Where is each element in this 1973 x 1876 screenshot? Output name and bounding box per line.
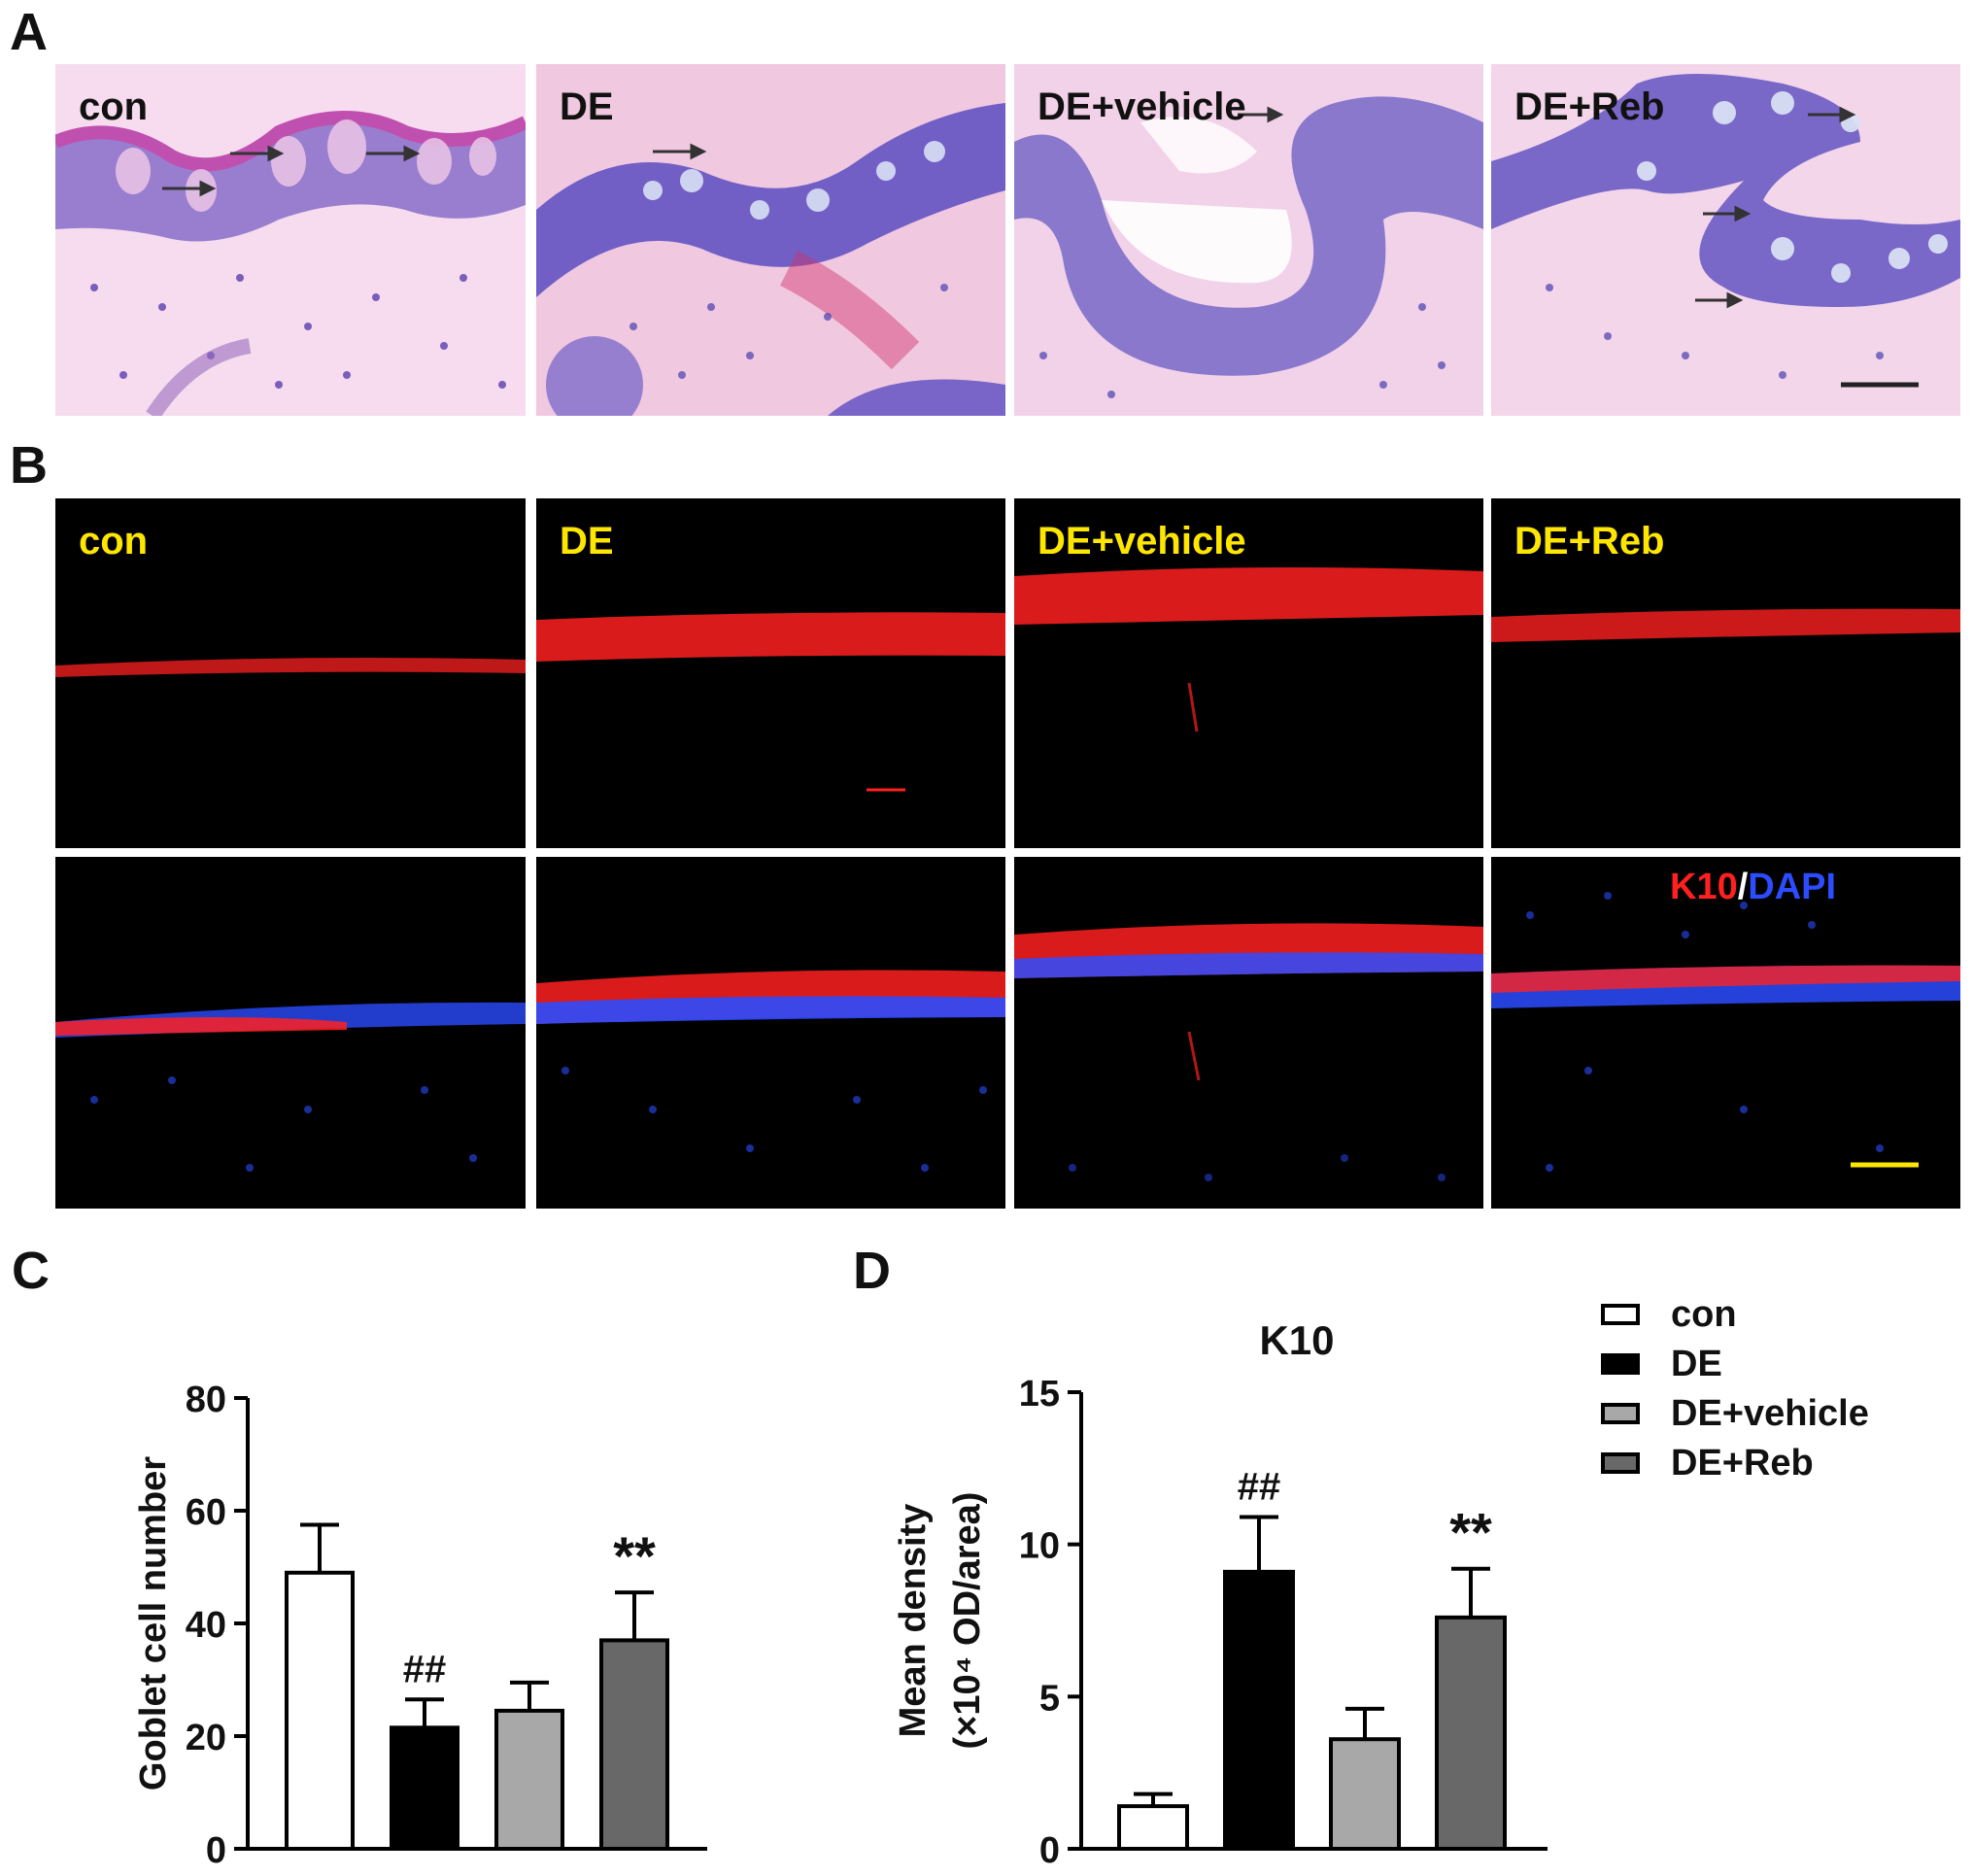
legend-swatch — [1601, 1353, 1640, 1375]
he-tissue-con — [55, 64, 526, 416]
bar-con — [1117, 1804, 1189, 1852]
legend-label: DE+Reb — [1671, 1443, 1814, 1484]
he-image-de: DE — [536, 64, 1005, 416]
he-tissue-de-reb — [1491, 64, 1960, 416]
arrow-markers — [162, 145, 421, 197]
fl-merge-de-vehicle — [1014, 857, 1483, 1209]
bar-de — [390, 1725, 459, 1851]
he-image-de-vehicle: DE+vehicle — [1014, 64, 1483, 416]
legend-swatch — [1601, 1304, 1640, 1325]
significance-mark: ** — [613, 1525, 656, 1586]
stain-dapi: DAPI — [1748, 867, 1837, 907]
fl-label-con: con — [79, 520, 149, 563]
he-tissue-de — [536, 64, 1005, 416]
bar-de-vehicle — [1329, 1737, 1401, 1852]
fl-label-de: DE — [560, 520, 614, 563]
significance-mark: ## — [1238, 1465, 1281, 1508]
y-axis-label: Mean density — [893, 1504, 934, 1738]
y-axis-label: Goblet cell number — [133, 1456, 174, 1791]
fl-k10-de-reb: DE+Reb — [1491, 498, 1960, 848]
chart-title: K10 — [1259, 1317, 1334, 1363]
panel-letter-d: D — [853, 1242, 891, 1300]
he-label-de-reb: DE+Reb — [1514, 85, 1665, 128]
stain-k10: K10 — [1670, 867, 1738, 907]
bar-de-vehicle — [494, 1708, 564, 1851]
fl-k10-de: DE — [536, 498, 1005, 848]
he-label-de-vehicle: DE+vehicle — [1038, 85, 1246, 128]
y-tick-label: 80 — [186, 1380, 226, 1420]
y-tick-label: 20 — [186, 1718, 226, 1758]
stain-legend: K10/DAPI — [1670, 867, 1836, 908]
legend-swatch — [1601, 1403, 1640, 1424]
bar-de-reb — [599, 1638, 669, 1851]
bar-de-reb — [1435, 1615, 1507, 1851]
stain-sep: / — [1737, 867, 1749, 907]
y-tick-label: 40 — [186, 1605, 226, 1646]
y-tick-label: 15 — [1019, 1374, 1060, 1415]
y-tick-label: 60 — [186, 1492, 226, 1533]
panel-letter-c: C — [12, 1242, 50, 1300]
significance-mark: ** — [1449, 1502, 1492, 1563]
y-tick-label: 0 — [206, 1830, 226, 1871]
fl-k10-de-vehicle: DE+vehicle — [1014, 498, 1483, 848]
he-image-con: con — [55, 64, 526, 416]
legend-label: DE+vehicle — [1671, 1393, 1869, 1434]
legend-label: DE — [1671, 1344, 1722, 1384]
significance-mark: ## — [403, 1648, 447, 1690]
chart-k10-density: 0 5 10 15 ## ** Mean density (×10⁴ OD/area) K10 — [893, 1317, 1548, 1871]
legend-swatch — [1601, 1452, 1640, 1474]
y-tick-label: 10 — [1019, 1526, 1060, 1567]
he-label-con: con — [79, 85, 149, 128]
panel-letter-b: B — [10, 436, 48, 495]
y-tick-label: 0 — [1039, 1830, 1060, 1871]
fl-merge-de — [536, 857, 1005, 1209]
fl-k10-con: con — [55, 498, 526, 848]
bar-de — [1223, 1569, 1295, 1851]
he-tissue-de-vehicle — [1014, 64, 1483, 416]
legend-label: con — [1671, 1294, 1737, 1335]
fl-merge-de-reb — [1491, 857, 1960, 1209]
he-image-de-reb: DE+Reb — [1491, 64, 1960, 416]
y-axis-label-units: (×10⁴ OD/area) — [947, 1492, 988, 1750]
chart-goblet-cell: 0 20 40 60 80 ## ** Goblet cell number — [133, 1380, 707, 1871]
fl-merge-con — [55, 857, 526, 1209]
he-label-de: DE — [560, 85, 614, 128]
fl-label-de-vehicle: DE+vehicle — [1038, 520, 1246, 563]
panel-letter-a: A — [10, 3, 48, 61]
bar-con — [285, 1570, 355, 1851]
fl-label-de-reb: DE+Reb — [1514, 520, 1665, 563]
y-tick-label: 5 — [1039, 1678, 1060, 1719]
